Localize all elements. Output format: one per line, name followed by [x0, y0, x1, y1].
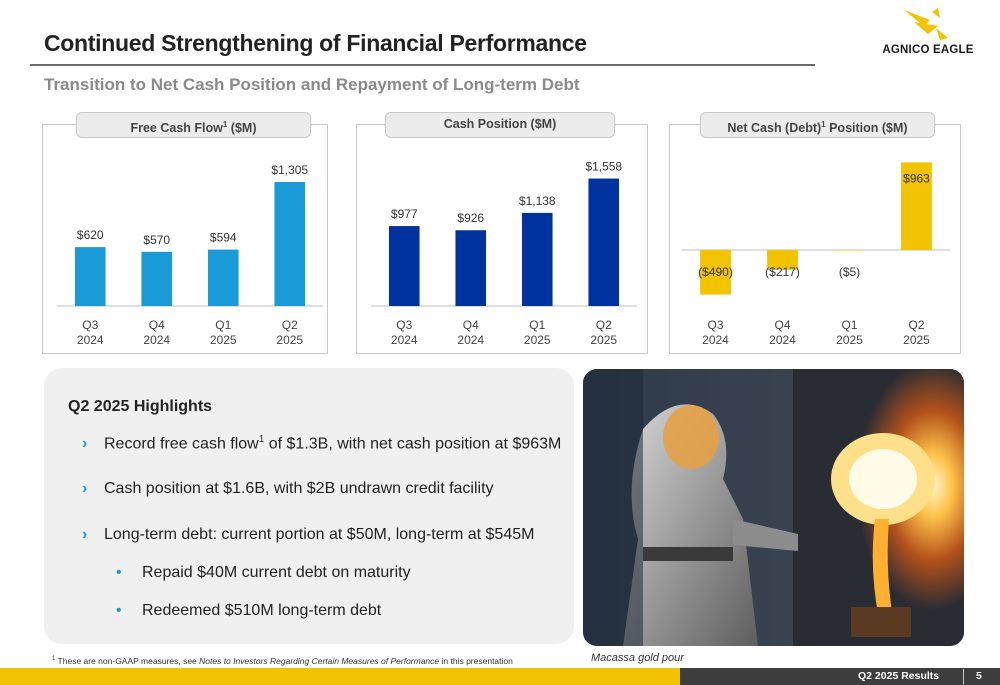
- data-label: $1,138: [519, 194, 556, 208]
- net-cash-bar-chart: ($490)Q32024($217)Q42024($5)Q12025$963Q2…: [682, 162, 950, 347]
- page-title: Continued Strengthening of Financial Per…: [44, 30, 587, 56]
- x-tick-label: 2025: [590, 333, 617, 347]
- x-tick-label: Q3: [396, 318, 412, 332]
- x-tick-label: 2024: [457, 333, 484, 347]
- x-tick-label: Q4: [463, 318, 479, 332]
- data-label: $926: [457, 211, 484, 225]
- chevron-right-icon: ›: [82, 480, 88, 497]
- bar: [588, 178, 620, 306]
- highlight-subitem: • Repaid $40M current debt on maturity: [116, 564, 411, 581]
- footer-label-box: [680, 668, 1000, 685]
- x-tick-label: 2025: [210, 333, 237, 347]
- highlights-title: Q2 2025 Highlights: [68, 398, 213, 415]
- x-tick-label: Q4: [149, 318, 165, 332]
- x-tick-label: 2025: [276, 333, 303, 347]
- chevron-right-icon: ›: [82, 435, 88, 453]
- x-tick-label: Q4: [774, 318, 790, 332]
- highlight-item: › Cash position at $1.6B, with $2B undraw…: [82, 480, 494, 497]
- data-label: $594: [210, 231, 237, 245]
- x-tick-label: Q1: [841, 318, 857, 332]
- x-tick-label: 2024: [391, 333, 418, 347]
- bar: [834, 250, 865, 251]
- x-tick-label: 2025: [524, 333, 551, 347]
- page-number: 5: [976, 670, 982, 682]
- highlight-subitem: • Redeemed $510M long-term debt: [116, 602, 382, 619]
- bullet-icon: •: [116, 602, 122, 619]
- highlight-item: › Record free cash flow1 of $1.3B, with n…: [82, 434, 562, 453]
- data-label: $620: [77, 228, 104, 242]
- bar: [455, 230, 487, 306]
- cash-chart-panel: Cash Position ($M) $977 Q3 2024 $926 Q4 2024 $…: [356, 112, 648, 354]
- photo-caption: Macassa gold pour: [591, 652, 684, 664]
- highlights-box: Q2 2025 Highlights › Record free cash flo…: [44, 368, 574, 644]
- fcf-bar-chart: $620Q32024$570Q42024$594Q12025$1,305Q220…: [57, 163, 323, 347]
- eagle-icon: [904, 8, 948, 40]
- data-label: $1,305: [271, 163, 308, 177]
- data-label: $1,558: [585, 160, 622, 174]
- highlight-item: › Long-term debt: current portion at $50M…: [82, 526, 535, 543]
- footer-divider: [963, 669, 964, 684]
- bar: [767, 250, 798, 270]
- x-tick-label: Q1: [215, 318, 231, 332]
- gold-pour-photo: [583, 369, 964, 646]
- cash-bar-chart: $977Q32024$926Q42024$1,138Q12025$1,558Q2…: [371, 160, 637, 347]
- bar: [141, 251, 173, 306]
- cash-chart-title: Cash Position ($M): [385, 112, 615, 138]
- fcf-chart-panel: Free Cash Flow1 ($M) $620 Q3 2024 $570 Q4 202…: [42, 112, 328, 354]
- bar: [74, 247, 106, 306]
- x-tick-label: Q2: [908, 318, 924, 332]
- x-tick-label: 2025: [836, 333, 863, 347]
- data-label: $977: [391, 207, 418, 221]
- bar: [700, 250, 731, 295]
- data-label: $570: [143, 233, 170, 247]
- x-tick-label: Q1: [529, 318, 545, 332]
- bar: [521, 212, 553, 306]
- bar: [901, 162, 932, 250]
- x-tick-label: Q3: [707, 318, 723, 332]
- fcf-chart-title: Free Cash Flow1 ($M): [76, 112, 311, 138]
- bar: [388, 226, 420, 306]
- bullet-icon: •: [116, 564, 122, 581]
- company-logo: AGNICO EAGLE: [878, 6, 978, 62]
- data-label: $963: [903, 171, 930, 185]
- x-tick-label: Q2: [282, 318, 298, 332]
- footer-label: Q2 2025 Results: [858, 670, 940, 682]
- logo-text: AGNICO EAGLE: [882, 44, 974, 56]
- data-label: ($490): [698, 265, 733, 279]
- data-label: ($217): [765, 265, 800, 279]
- footnote: 1 These are non-GAAP measures, see Notes…: [52, 656, 513, 666]
- x-tick-label: 2024: [769, 333, 796, 347]
- chevron-right-icon: ›: [82, 526, 88, 543]
- page-subtitle: Transition to Net Cash Position and Repa…: [44, 75, 580, 94]
- x-tick-label: Q3: [82, 318, 98, 332]
- x-tick-label: 2024: [77, 333, 104, 347]
- x-tick-label: Q2: [596, 318, 612, 332]
- bar: [207, 249, 239, 306]
- title-divider: [30, 64, 815, 66]
- net-cash-chart-title: Net Cash (Debt)1 Position ($M): [700, 112, 935, 138]
- x-tick-label: 2025: [903, 333, 930, 347]
- net-cash-chart-panel: Net Cash (Debt)1 Position ($M) ($490) Q3 2…: [669, 112, 961, 354]
- data-label: ($5): [839, 265, 860, 279]
- x-tick-label: 2024: [702, 333, 729, 347]
- bar: [274, 182, 306, 306]
- x-tick-label: 2024: [143, 333, 170, 347]
